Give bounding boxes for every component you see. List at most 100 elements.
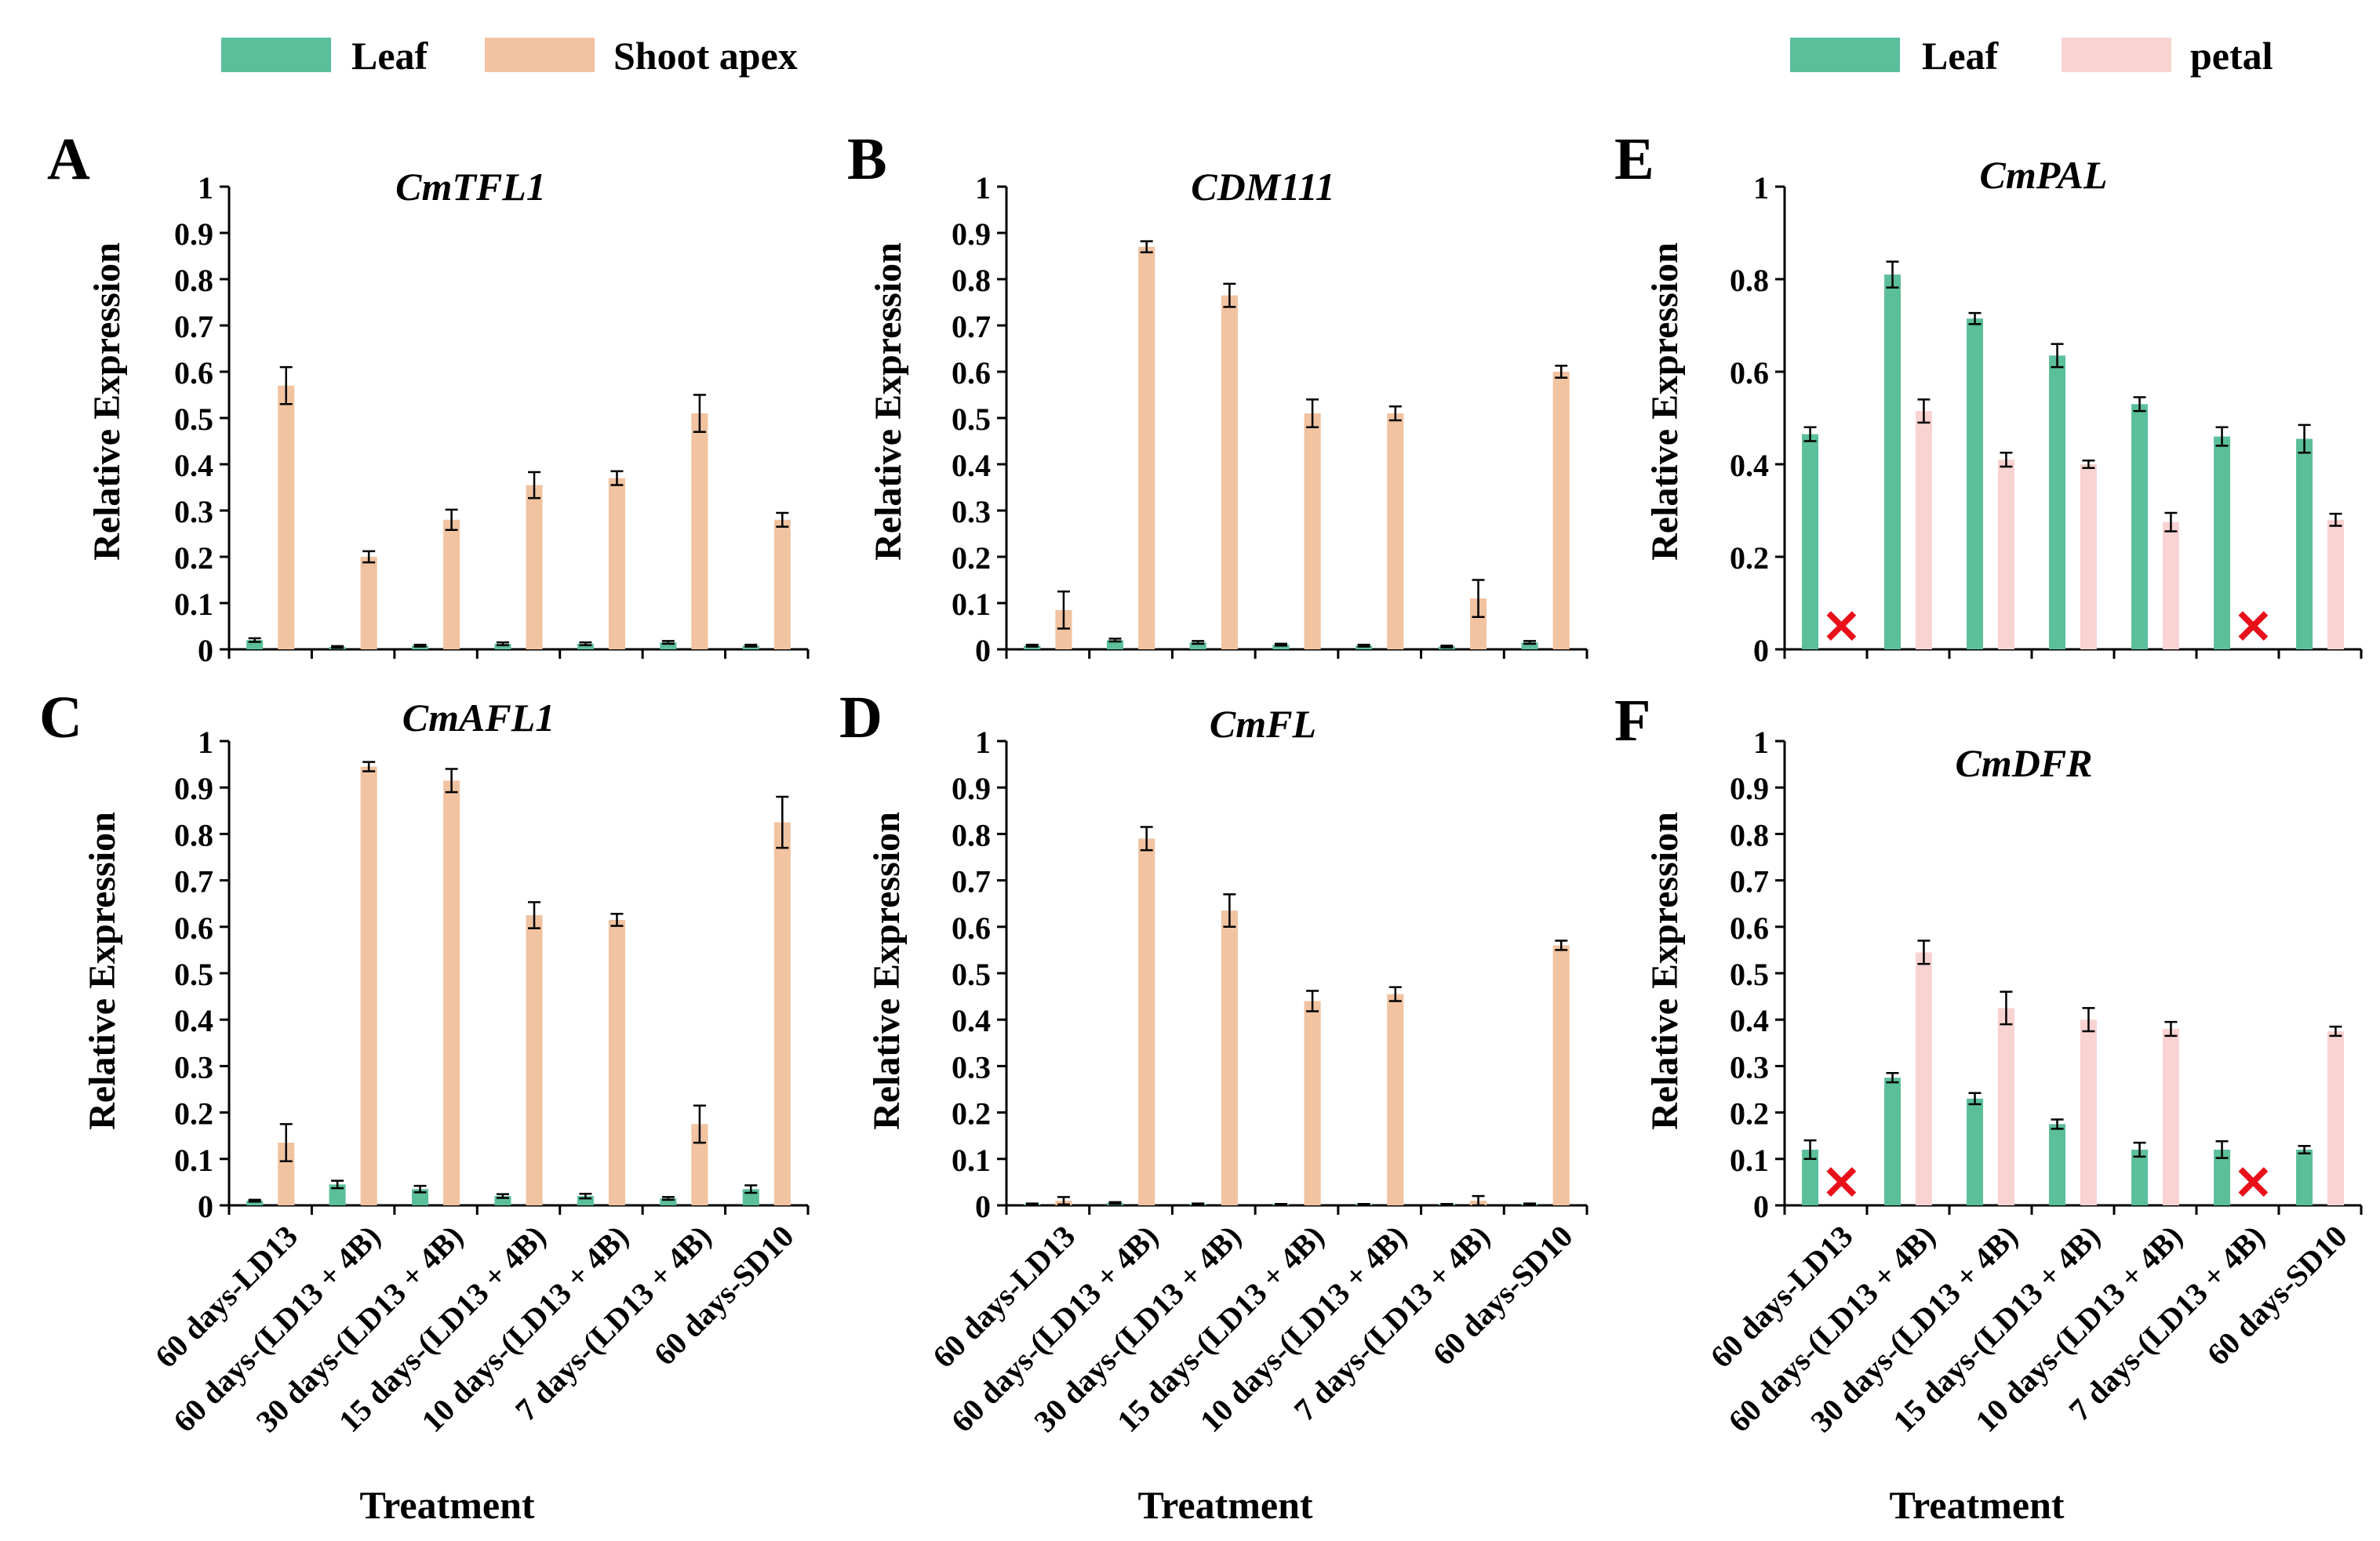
bar bbox=[1138, 838, 1155, 1205]
bar bbox=[2327, 1031, 2344, 1205]
panel-a: A CmTFL1 Relative Expression 00.10.20.30… bbox=[47, 126, 810, 668]
y-tick-label: 0.7 bbox=[174, 864, 213, 900]
y-tick-label: 0.3 bbox=[952, 494, 991, 529]
bar bbox=[1469, 598, 1487, 649]
y-tick-label: 0.7 bbox=[174, 309, 213, 344]
panel-c-xlabel: Treatment bbox=[359, 1483, 534, 1527]
y-tick-label: 0.9 bbox=[952, 216, 991, 252]
panel-c-title: CmAFL1 bbox=[402, 696, 555, 740]
x-tick-label: 60 days-LD13 bbox=[148, 1219, 304, 1375]
bar bbox=[660, 1198, 677, 1205]
bar bbox=[2049, 1124, 2066, 1205]
y-tick-label: 0 bbox=[975, 633, 991, 668]
y-tick-label: 0.3 bbox=[952, 1049, 991, 1085]
bar bbox=[2214, 436, 2231, 649]
bar bbox=[1884, 274, 1901, 649]
panel-f-letter: F bbox=[1614, 688, 1650, 754]
y-tick-label: 0.6 bbox=[1730, 355, 1769, 391]
bar bbox=[773, 519, 791, 649]
legend-left: Leaf Shoot apex bbox=[221, 34, 798, 78]
y-tick-label: 0.2 bbox=[174, 1096, 213, 1132]
y-tick-label: 0.1 bbox=[952, 587, 991, 622]
bar bbox=[443, 519, 460, 649]
bar bbox=[2296, 1149, 2313, 1205]
y-tick-label: 1 bbox=[1753, 170, 1769, 205]
bar bbox=[278, 385, 295, 649]
missing-marker: ✕ bbox=[1821, 601, 1861, 653]
y-tick-label: 1 bbox=[1753, 725, 1769, 760]
y-tick-label: 0.5 bbox=[952, 402, 991, 437]
bar bbox=[1802, 1149, 1819, 1205]
y-tick-label: 0 bbox=[975, 1189, 991, 1224]
panel-e-letter: E bbox=[1614, 126, 1654, 192]
y-tick-label: 0.2 bbox=[1730, 540, 1769, 576]
legend-right-swatch-petal bbox=[2062, 38, 2171, 72]
bar bbox=[1967, 318, 1984, 649]
bar bbox=[660, 642, 677, 649]
bar bbox=[2296, 438, 2313, 649]
y-tick-label: 0.2 bbox=[174, 540, 213, 576]
bar bbox=[246, 1201, 264, 1205]
panel-b-letter: B bbox=[847, 126, 887, 192]
panel-b-plot: 0 0.1 0.2 0.3 0.4 0.5 0.6 0.7 0.8 0.9 1 bbox=[952, 170, 1588, 668]
bar bbox=[2327, 519, 2344, 649]
y-tick-label: 0.2 bbox=[1730, 1096, 1769, 1132]
bar bbox=[526, 915, 543, 1205]
bar bbox=[1997, 460, 2014, 649]
bar bbox=[1221, 295, 1238, 649]
panel-f-xlabel: Treatment bbox=[1889, 1483, 2064, 1527]
bar bbox=[2080, 464, 2097, 649]
y-tick-label: 0.9 bbox=[1730, 771, 1769, 806]
panel-d: D CmFL Relative Expression Treatment 0 0.… bbox=[839, 685, 1588, 1527]
legend-right: Leaf petal bbox=[1790, 34, 2273, 78]
y-tick-label: 0 bbox=[198, 1189, 213, 1224]
y-tick-label: 0.8 bbox=[1730, 263, 1769, 298]
bar bbox=[1221, 910, 1238, 1205]
legend-left-label-leaf: Leaf bbox=[351, 34, 429, 78]
bar bbox=[1272, 645, 1290, 649]
bar bbox=[2131, 404, 2149, 649]
y-tick-label: 0.8 bbox=[952, 817, 991, 852]
panel-a-ylabel: Relative Expression bbox=[86, 242, 128, 561]
y-tick-label: 0.6 bbox=[1730, 910, 1769, 946]
bar bbox=[1915, 952, 1932, 1205]
y-tick-label: 0.1 bbox=[952, 1143, 991, 1178]
y-tick-label: 0.3 bbox=[174, 1049, 213, 1085]
y-tick-label: 0 bbox=[198, 633, 213, 668]
bar bbox=[608, 478, 626, 649]
bar bbox=[608, 919, 626, 1205]
y-tick-label: 1 bbox=[198, 725, 213, 760]
bar bbox=[1552, 945, 1570, 1205]
legend-left-swatch-leaf bbox=[221, 38, 331, 72]
bar bbox=[2131, 1149, 2149, 1205]
bar bbox=[2162, 1029, 2179, 1205]
bar bbox=[1915, 411, 1932, 649]
bar bbox=[1802, 434, 1819, 649]
bar bbox=[329, 1184, 346, 1205]
y-tick-label: 0.5 bbox=[952, 957, 991, 992]
y-tick-label: 0.1 bbox=[174, 587, 213, 622]
panel-d-xlabel: Treatment bbox=[1137, 1483, 1312, 1527]
y-tick-label: 0.7 bbox=[1730, 864, 1769, 900]
panel-c-letter: C bbox=[39, 685, 82, 751]
y-tick-label: 1 bbox=[975, 725, 991, 760]
bar bbox=[1884, 1078, 1901, 1205]
y-tick-label: 0 bbox=[1753, 633, 1769, 668]
y-tick-label: 0.4 bbox=[1730, 448, 1769, 483]
panel-b-title: CDM111 bbox=[1191, 165, 1334, 209]
x-tick-label: 60 days-LD13 bbox=[926, 1219, 1082, 1375]
legend-right-label-leaf: Leaf bbox=[1922, 34, 2000, 78]
panel-e: E CmPAL Relative Expression 0 0.2 0.4 0.6 0.… bbox=[1614, 126, 2363, 668]
bar bbox=[278, 1143, 295, 1205]
bar bbox=[526, 485, 543, 649]
y-tick-label: 0.6 bbox=[952, 355, 991, 391]
y-tick-label: 1 bbox=[975, 170, 991, 205]
panel-d-plot: 0 0.1 0.2 0.3 0.4 0.5 0.6 0.7 0.8 0.9 1 60 days-LD1… bbox=[926, 725, 1588, 1439]
panel-d-ylabel: Relative Expression bbox=[866, 812, 908, 1130]
bar bbox=[1304, 1001, 1321, 1205]
bar bbox=[691, 413, 708, 649]
y-tick-label: 0.6 bbox=[174, 355, 213, 391]
panel-c-ylabel: Relative Expression bbox=[82, 812, 123, 1130]
panel-f: F CmDFR Relative Expression Treatment 00… bbox=[1614, 688, 2363, 1527]
y-tick-label: 1 bbox=[198, 170, 213, 205]
